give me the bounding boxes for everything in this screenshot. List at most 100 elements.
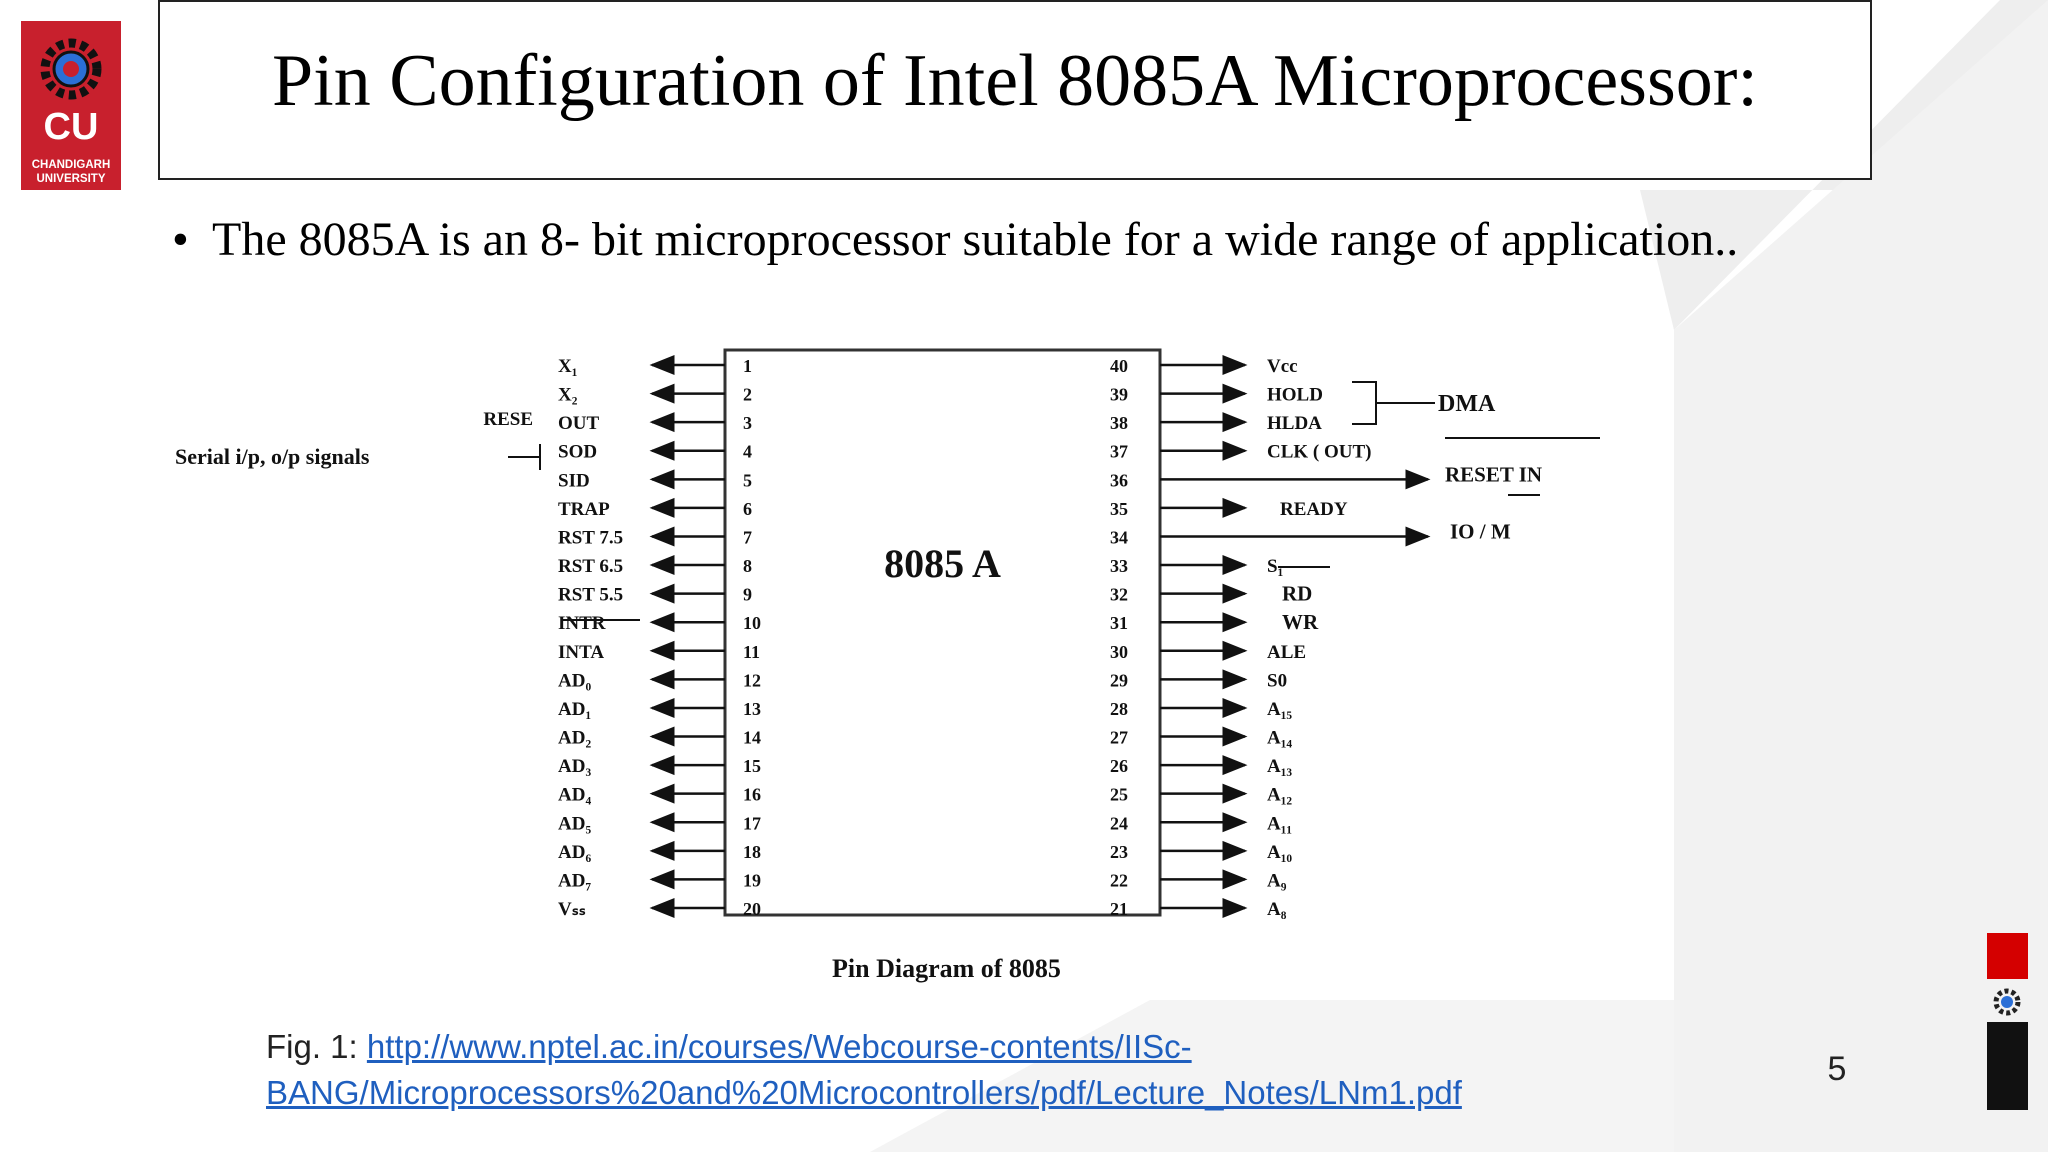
left-pin-number: 2 — [743, 385, 752, 405]
bullet-item: • The 8085A is an 8- bit microprocessor s… — [172, 210, 1738, 270]
pin-diagram-panel: 8085 A 1 X₁ 2 X₂ 3 OUT RESE 4 SOD 5 SID 6 TRAP 7 RST 7.… — [160, 340, 1674, 994]
left-pin-number: 20 — [743, 899, 761, 919]
right-pin-name: IO / M — [1450, 519, 1511, 543]
right-pin-name: READY — [1280, 499, 1348, 520]
left-pin-name: RST 5.5 — [558, 585, 623, 606]
left-pin-number: 15 — [743, 756, 761, 776]
left-pin-number: 19 — [743, 870, 761, 890]
pin-diagram: 8085 A 1 X₁ 2 X₂ 3 OUT RESE 4 SOD 5 SID 6 TRAP 7 RST 7.… — [175, 348, 1600, 983]
right-pin-name: A₁₀ — [1267, 842, 1292, 863]
left-pin-number: 1 — [743, 356, 752, 376]
title-box: Pin Configuration of Intel 8085A Micropr… — [158, 0, 1872, 180]
logo-name-line1: CHANDIGARH — [31, 159, 111, 171]
chip-outline — [723, 348, 1162, 917]
right-pin-name: A₁₄ — [1267, 728, 1292, 749]
right-pin-name: A₁₂ — [1267, 785, 1292, 806]
right-pin-number: 21 — [1110, 899, 1128, 919]
left-pin-name: INTR — [558, 613, 606, 634]
left-pin-name: AD₅ — [558, 813, 591, 834]
logo-name: CHANDIGARH UNIVERSITY — [21, 158, 121, 186]
figure-caption: Fig. 1: http://www.nptel.ac.in/courses/W… — [266, 1024, 1666, 1116]
left-pin-number: 4 — [743, 442, 752, 462]
left-pin-name: SID — [558, 470, 590, 491]
left-pin-number: 16 — [743, 785, 761, 805]
left-pin-name: AD₆ — [558, 842, 591, 863]
left-pin-number: 13 — [743, 699, 761, 719]
figure-caption-prefix: Fig. 1: — [266, 1028, 367, 1065]
right-pin-name: Vcc — [1267, 356, 1298, 377]
gear-emblem-icon — [40, 38, 102, 100]
left-pin-number: 18 — [743, 842, 761, 862]
dma-bracket — [1352, 381, 1435, 425]
right-pin-name: RD — [1282, 582, 1312, 606]
left-pin-number: 14 — [743, 728, 761, 748]
right-pin-name: HLDA — [1267, 413, 1322, 434]
right-pin-number: 35 — [1110, 499, 1128, 519]
right-pin-number: 23 — [1110, 842, 1128, 862]
left-pin-number: 5 — [743, 470, 752, 490]
right-pin-name: A₉ — [1267, 870, 1287, 891]
right-pin-number: 26 — [1110, 756, 1128, 776]
left-pin-name: SOD — [558, 442, 597, 463]
left-pin-name: RST 6.5 — [558, 556, 623, 577]
left-pin-number: 7 — [743, 527, 752, 547]
bullet-dot: • — [172, 213, 189, 266]
right-pin-number: 32 — [1110, 585, 1128, 605]
right-pin-number: 24 — [1110, 813, 1128, 833]
left-pin-name: X₂ — [558, 385, 578, 406]
right-pin-number: 29 — [1110, 670, 1128, 690]
right-pin-number: 34 — [1110, 527, 1128, 547]
right-pin-name: A₈ — [1267, 899, 1287, 920]
logo-name-line2: UNIVERSITY — [36, 173, 106, 185]
left-pin-number: 12 — [743, 670, 761, 690]
left-pin-name: OUT — [558, 413, 600, 434]
right-pin-number: 31 — [1110, 613, 1128, 633]
diagram-caption: Pin Diagram of 8085 — [832, 954, 1061, 983]
chip-label: 8085 A — [884, 541, 1001, 586]
right-pin-number: 27 — [1110, 728, 1128, 748]
left-pin-number: 6 — [743, 499, 752, 519]
right-pin-name: A₁₅ — [1267, 699, 1292, 720]
left-pin-name: AD₀ — [558, 670, 591, 691]
left-pin-number: 10 — [743, 613, 761, 633]
left-pin-name: RST 7.5 — [558, 527, 623, 548]
right-pin-number: 39 — [1110, 385, 1128, 405]
left-pin-name: AD₂ — [558, 728, 591, 749]
right-pin-number: 30 — [1110, 642, 1128, 662]
left-pin-name: TRAP — [558, 499, 610, 520]
left-pin-number: 17 — [743, 813, 761, 833]
left-pin-number: 8 — [743, 556, 752, 576]
bullet-text: The 8085A is an 8- bit microprocessor su… — [212, 213, 1739, 266]
right-pin-number: 36 — [1110, 470, 1128, 490]
figure-source-link-line1[interactable]: http://www.nptel.ac.in/courses/Webcourse… — [366, 1028, 1192, 1065]
university-logo: CU CHANDIGARH UNIVERSITY — [21, 21, 121, 190]
left-pin-number: 3 — [743, 413, 752, 433]
right-pin-name: ALE — [1267, 642, 1306, 663]
left-pin-name: X₁ — [558, 356, 577, 377]
left-pin-name: Vₛₛ — [558, 899, 586, 920]
right-pin-number: 37 — [1110, 442, 1128, 462]
left-pin-name: AD₄ — [558, 785, 591, 806]
right-pin-number: 28 — [1110, 699, 1128, 719]
right-pin-name: WR — [1282, 610, 1319, 634]
right-pin-number: 22 — [1110, 870, 1128, 890]
figure-source-link-line2[interactable]: BANG/Microprocessors%20and%20Microcontro… — [266, 1074, 1462, 1111]
serial-bracket — [508, 444, 541, 470]
slide-title: Pin Configuration of Intel 8085A Micropr… — [272, 40, 1758, 122]
dma-label: DMA — [1438, 391, 1496, 417]
page-number: 5 — [1827, 1050, 1847, 1088]
left-pin-number: 11 — [743, 642, 760, 662]
side-accent-red — [1987, 933, 2028, 979]
right-pin-name: S₁ — [1267, 556, 1283, 577]
left-pin-name: AD₁ — [558, 699, 591, 720]
right-pin-name: CLK ( OUT) — [1267, 442, 1372, 463]
right-pin-number: 33 — [1110, 556, 1128, 576]
left-pin-prefix: RESE — [483, 409, 533, 430]
right-pin-number: 25 — [1110, 785, 1128, 805]
right-pin-name: A₁₃ — [1267, 756, 1292, 777]
left-pin-name: INTA — [558, 642, 604, 663]
logo-initials: CU — [43, 106, 99, 148]
left-pin-name: AD₃ — [558, 756, 591, 777]
